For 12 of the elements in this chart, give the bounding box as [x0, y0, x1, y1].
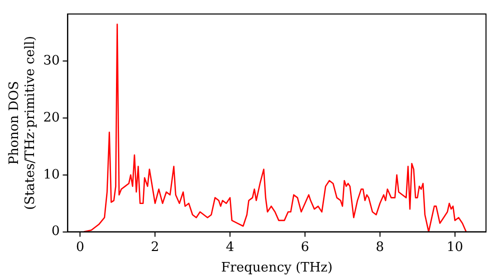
y-tick-label: 10 — [43, 167, 60, 182]
y-tick-label: 0 — [51, 224, 60, 240]
x-tick-label: 4 — [226, 240, 234, 255]
x-tick-label: 6 — [300, 240, 310, 255]
y-tick-label: 30 — [43, 54, 60, 69]
x-tick-label: 2 — [150, 240, 160, 255]
y-axis-title: Phonon DOS (States/THz·primitive cell) — [7, 36, 38, 210]
x-tick-label: 8 — [376, 240, 384, 255]
x-axis-title: Frequency (THz) — [221, 260, 333, 276]
x-tick-label: 0 — [76, 240, 84, 255]
x-tick-label: 10 — [446, 240, 464, 255]
y-tick-label: 20 — [43, 110, 60, 126]
